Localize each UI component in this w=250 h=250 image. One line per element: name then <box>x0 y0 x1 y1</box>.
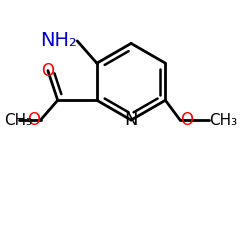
Text: O: O <box>42 62 54 80</box>
Text: CH₃: CH₃ <box>4 112 32 128</box>
Text: CH₃: CH₃ <box>210 112 238 128</box>
Text: O: O <box>180 111 193 129</box>
Text: N: N <box>124 111 138 129</box>
Text: NH₂: NH₂ <box>40 32 77 50</box>
Text: O: O <box>28 111 40 129</box>
